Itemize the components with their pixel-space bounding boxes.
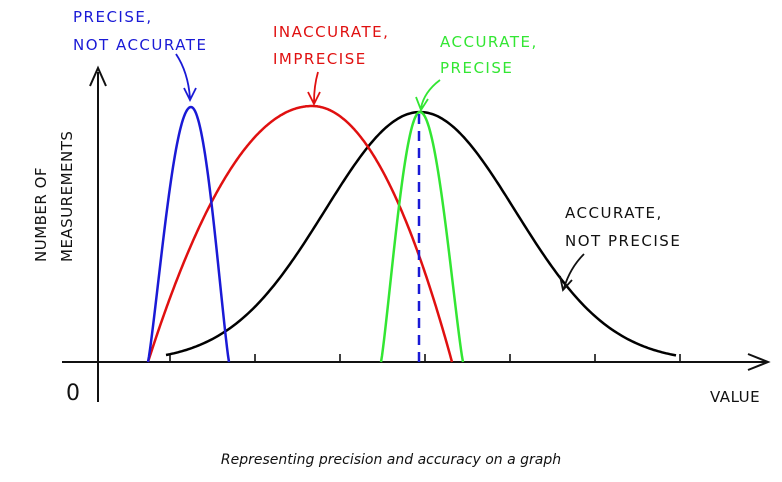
y-axis-label-line1: NUMBER OF	[32, 167, 50, 262]
figure-caption: Representing precision and accuracy on a…	[220, 452, 562, 468]
label-accurate-precise-line1: ACCURATE,	[440, 33, 538, 51]
label-inaccurate-imprecise-line1: INACCURATE,	[273, 23, 389, 41]
x-axis-label: VALUE	[710, 388, 760, 406]
arrow-accurate-precise	[415, 79, 441, 112]
label-precise-not-accurate-line2: NOT ACCURATE	[73, 36, 207, 54]
arrow-accurate-not-precise	[559, 253, 585, 292]
label-accurate-precise-line2: PRECISE	[440, 59, 513, 77]
x-axis-ticks	[169, 354, 681, 362]
curve-inaccurate-imprecise	[146, 104, 454, 363]
arrow-precise-not-accurate	[175, 53, 197, 103]
label-accurate-not-precise-line2: NOT PRECISE	[565, 232, 681, 250]
y-axis-label-line2: MEASUREMENTS	[58, 131, 76, 262]
x-axis-arrowhead	[747, 353, 771, 371]
origin-label: 0	[66, 381, 80, 406]
curve-precise-not-accurate	[146, 105, 231, 363]
y-axis-arrowhead	[89, 65, 107, 87]
curve-accurate-precise	[379, 110, 465, 363]
label-accurate-not-precise-line1: ACCURATE,	[565, 204, 663, 222]
arrow-inaccurate-imprecise	[307, 71, 321, 107]
label-inaccurate-imprecise-line2: IMPRECISE	[273, 50, 367, 68]
label-precise-not-accurate-line1: PRECISE,	[73, 8, 153, 26]
